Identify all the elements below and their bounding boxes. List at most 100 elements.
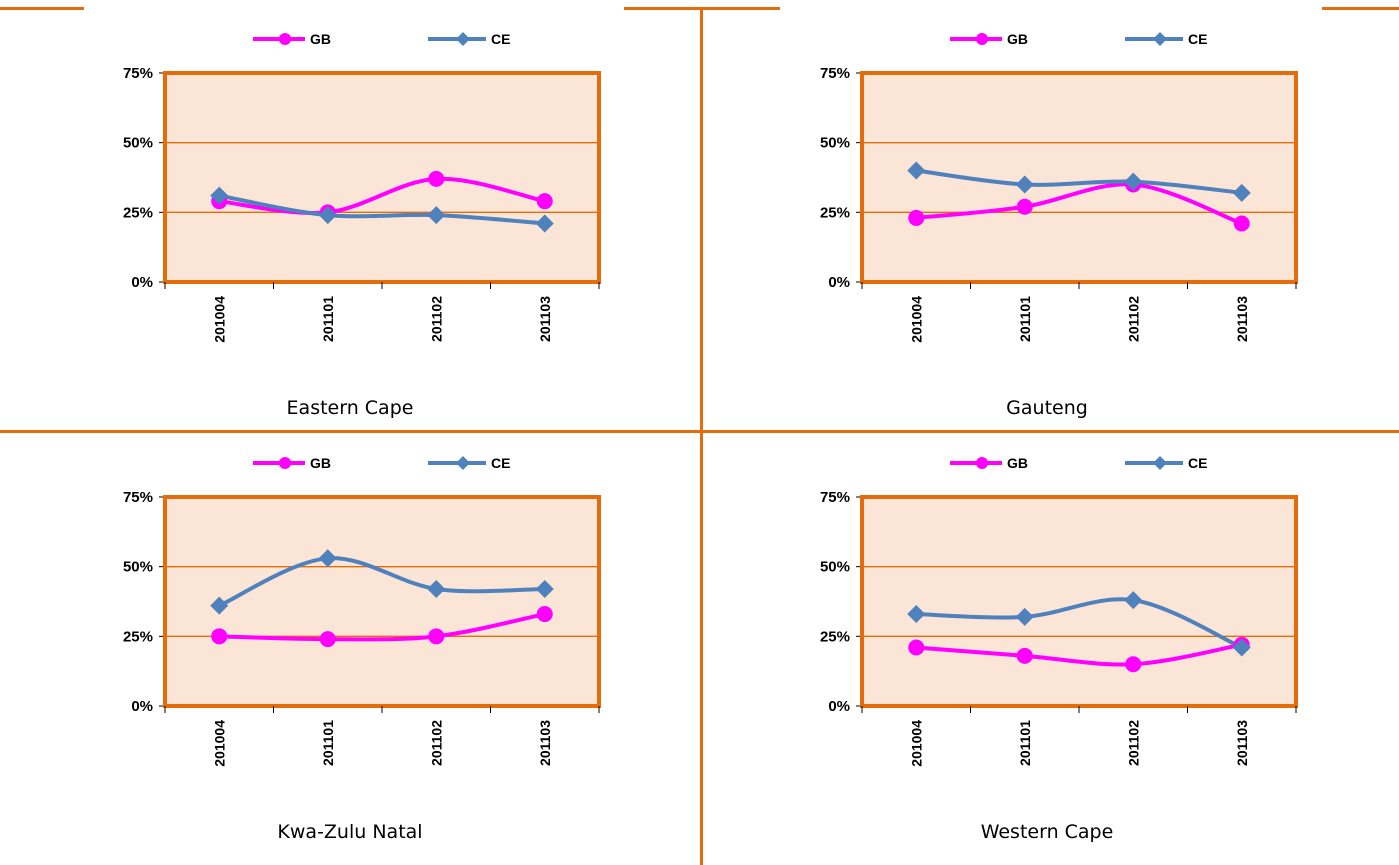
data-point-ce [1232, 638, 1251, 657]
top-rule-right [1322, 7, 1399, 10]
data-point-gb [1016, 647, 1033, 664]
legend-label-gb: GB [310, 31, 331, 47]
legend-label-gb: GB [310, 455, 331, 471]
y-tick-label: 50% [820, 135, 850, 152]
series-line-gb [217, 176, 547, 215]
data-point-ce [1232, 183, 1251, 202]
y-tick-label: 0% [828, 274, 850, 291]
data-point-ce [427, 579, 446, 598]
chart-panel-gauteng: 0% 25% 50% 75% 201004 201101 201102 201103 GB CE … [697, 0, 1397, 430]
chart-panel-kwa-zulu-natal: 0% 25% 50% 75% 201004 201101 201102 201103 GB CE … [0, 424, 700, 854]
data-point-gb [1125, 656, 1142, 673]
plot-area [862, 497, 1296, 706]
horizontal-divider [0, 430, 1399, 433]
y-tick-label: 75% [123, 489, 153, 506]
x-tick-label: 201102 [428, 720, 444, 766]
legend-marker-ce [456, 456, 470, 470]
plot-area [165, 73, 599, 282]
y-tick-label: 50% [123, 135, 153, 152]
data-point-ce [907, 161, 926, 180]
data-point-gb [319, 631, 336, 648]
series-line-ce [914, 168, 1244, 195]
legend-label-ce: CE [491, 455, 510, 471]
vertical-divider [700, 8, 703, 865]
legend-marker-gb [279, 457, 291, 469]
top-rule-left [0, 7, 84, 10]
chart-eastern-cape: 0% 25% 50% 75% 201004 201101 201102 201103 GB CE [123, 31, 601, 343]
x-tick-label: 201103 [537, 720, 553, 766]
y-tick-label: 25% [820, 204, 850, 221]
y-tick-label: 75% [123, 65, 153, 82]
x-tick-label: 201103 [1234, 296, 1250, 342]
plot-area [165, 497, 599, 706]
x-tick-label: 201101 [320, 296, 336, 342]
data-point-gb [908, 209, 925, 226]
x-tick-label: 201101 [320, 720, 336, 766]
data-point-gb [428, 170, 445, 187]
legend-marker-ce [456, 32, 470, 46]
series-line-gb [914, 182, 1244, 226]
y-tick-label: 0% [131, 698, 153, 715]
data-point-gb [428, 628, 445, 645]
data-point-ce [1124, 591, 1143, 610]
legend-label-ce: CE [1188, 31, 1207, 47]
data-point-ce [1124, 172, 1143, 191]
y-tick-label: 50% [820, 559, 850, 576]
data-point-ce [1015, 607, 1034, 626]
y-tick-label: 25% [820, 628, 850, 645]
x-tick-label: 201102 [1125, 720, 1141, 766]
legend-label-gb: GB [1007, 31, 1028, 47]
series-line-gb [217, 612, 547, 642]
x-tick-label: 201004 [211, 720, 227, 767]
series-line-ce [217, 193, 547, 226]
data-point-ce [907, 605, 926, 624]
y-tick-label: 75% [820, 65, 850, 82]
data-point-gb [1233, 215, 1250, 232]
chart-title: Western Cape [980, 821, 1114, 843]
x-tick-label: 201102 [1125, 296, 1141, 342]
data-point-ce [535, 214, 554, 233]
data-point-ce [318, 206, 337, 225]
series-line-ce [217, 556, 547, 608]
x-tick-label: 201101 [1017, 720, 1033, 766]
chart-western-cape: 0% 25% 50% 75% 201004 201101 201102 201103 GB CE [820, 455, 1298, 767]
x-tick-label: 201103 [537, 296, 553, 342]
data-point-ce [210, 596, 229, 615]
y-tick-label: 0% [828, 698, 850, 715]
series-line-gb [914, 642, 1244, 667]
data-point-gb [536, 606, 553, 623]
legend-marker-ce [1153, 32, 1167, 46]
data-point-gb [908, 639, 925, 656]
legend-marker-ce [1153, 456, 1167, 470]
x-tick-label: 201102 [428, 296, 444, 342]
y-tick-label: 25% [123, 204, 153, 221]
legend-marker-gb [279, 33, 291, 45]
x-tick-label: 201101 [1017, 296, 1033, 342]
chart-panel-eastern-cape: 0% 25% 50% 75% 201004 201101 201102 201103 GB CE … [0, 0, 700, 430]
data-point-ce [318, 549, 337, 568]
legend-marker-gb [976, 33, 988, 45]
data-point-gb [1016, 198, 1033, 215]
legend-label-ce: CE [491, 31, 510, 47]
y-tick-label: 50% [123, 559, 153, 576]
chart-panel-western-cape: 0% 25% 50% 75% 201004 201101 201102 201103 GB CE … [697, 424, 1397, 854]
series-line-ce [914, 597, 1244, 650]
chart-title: Eastern Cape [286, 397, 414, 419]
chart-gauteng: 0% 25% 50% 75% 201004 201101 201102 201103 GB CE [820, 31, 1298, 343]
plot-area [862, 73, 1296, 282]
legend-label-ce: CE [1188, 455, 1207, 471]
data-point-ce [427, 206, 446, 225]
chart-kwa-zulu-natal: 0% 25% 50% 75% 201004 201101 201102 201103 GB CE [123, 455, 601, 767]
data-point-ce [535, 579, 554, 598]
x-tick-label: 201004 [211, 296, 227, 343]
x-tick-label: 201004 [908, 720, 924, 767]
data-point-gb [211, 628, 228, 645]
data-point-ce [210, 186, 229, 205]
legend-label-gb: GB [1007, 455, 1028, 471]
chart-title: Gauteng [1006, 397, 1088, 419]
y-tick-label: 25% [123, 628, 153, 645]
legend-marker-gb [976, 457, 988, 469]
chart-title: Kwa-Zulu Natal [277, 821, 423, 843]
data-point-gb [536, 193, 553, 210]
x-tick-label: 201004 [908, 296, 924, 343]
